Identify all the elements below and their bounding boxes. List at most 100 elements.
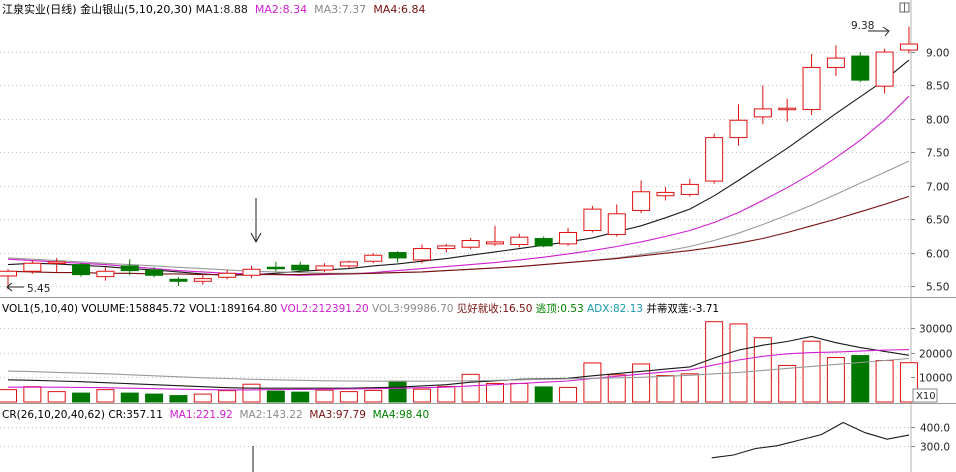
candle-body — [315, 265, 334, 271]
cr-line — [711, 421, 910, 459]
candle-body — [169, 278, 188, 282]
candle-body — [778, 107, 797, 111]
cr-ma4: MA4:98.40 — [373, 409, 430, 421]
vol-vol3: VOL3:99986.70 — [372, 303, 453, 315]
volume-bar — [388, 380, 407, 403]
price-tick-label: 7.50 — [926, 148, 949, 160]
volume-bar — [193, 393, 212, 403]
candle-body — [510, 236, 529, 246]
volume-bar — [169, 395, 188, 403]
volume-bar — [461, 373, 480, 403]
price-tick-label: 5.50 — [926, 282, 949, 294]
volume-ma-lines — [7, 335, 910, 391]
price-tick-label: 6.50 — [926, 215, 949, 227]
price-ma-lines — [7, 59, 910, 276]
volume-ma-line-vol2 — [8, 349, 909, 391]
volume-bar — [851, 355, 870, 403]
price-header: 江泉实业(日线) 金山银山(5,10,20,30) MA1:8.88 MA2:8… — [2, 2, 426, 16]
candle-body — [559, 232, 578, 245]
volume-bar — [437, 385, 456, 403]
volume-tick-label: 20000 — [919, 349, 952, 361]
price-grid — [0, 52, 911, 287]
volume-ma-line-vol3 — [7, 357, 909, 382]
indicator-name: 金山银山(5,10,20,30) — [80, 2, 192, 16]
volume-bar — [510, 382, 529, 403]
volume-bar — [802, 340, 821, 403]
candle-body — [23, 262, 42, 272]
volume-bar — [607, 374, 626, 403]
candle-body — [218, 272, 237, 278]
volume-bar — [96, 389, 115, 403]
ma1-label: MA1:8.88 — [196, 3, 248, 16]
candle-body — [242, 268, 261, 276]
cr-ma1: MA1:221.92 — [170, 409, 233, 421]
volume-tick-labels: 10000 20000 30000 — [911, 324, 952, 385]
marker-arrow-head — [250, 232, 262, 244]
volume-bar — [47, 391, 66, 403]
volume-bar — [583, 362, 602, 403]
cr-lines — [711, 421, 910, 459]
candle-body — [875, 51, 894, 87]
low-annotation: 5.45 — [6, 282, 50, 295]
ma2-label: MA2:8.34 — [255, 3, 307, 16]
volume-bar — [218, 390, 237, 403]
cr-name: CR(26,10,20,40,62) — [2, 409, 105, 421]
candle-body — [583, 208, 602, 232]
price-tick-labels: 5.50 6.00 6.50 7.00 7.50 8.00 8.50 9.00 — [911, 48, 949, 294]
candle-body — [680, 183, 699, 195]
volume-bars — [0, 321, 918, 403]
price-tick-label: 8.50 — [926, 81, 949, 93]
price-tick-label: 7.00 — [926, 182, 949, 194]
candle-body — [145, 269, 164, 276]
vol-t1: 见好就收:16.50 — [457, 302, 533, 315]
ma4-label: MA4:6.84 — [373, 3, 425, 16]
volume-bar — [291, 391, 310, 403]
vol-unit-box — [912, 388, 938, 403]
candle-body — [437, 245, 456, 250]
high-annotation: 9.38 — [851, 20, 890, 37]
cr-tick-label: 400.0 — [920, 423, 950, 435]
volume-tick-label: 30000 — [919, 324, 952, 336]
candle-body — [486, 241, 504, 245]
volume-ma-line-vol1 — [7, 335, 910, 389]
ma3-label: MA3:7.37 — [314, 3, 366, 16]
cr-grid — [0, 427, 911, 447]
volume-bar — [315, 389, 334, 403]
candle-body — [753, 108, 772, 118]
candle-body — [802, 66, 821, 111]
candle-body — [96, 270, 115, 278]
vol-vol2: VOL2:212391.20 — [281, 303, 369, 315]
price-tick-label: 8.00 — [926, 115, 949, 127]
vol-volume: VOLUME:158845.72 — [81, 303, 185, 315]
volume-bar — [266, 390, 285, 403]
vol-t3: ADX:82.13 — [587, 303, 643, 315]
volume-bar — [145, 393, 164, 403]
volume-bar — [778, 364, 797, 403]
candlesticks — [0, 26, 918, 290]
volume-tick-label: 10000 — [919, 373, 952, 385]
volume-bar — [486, 382, 504, 403]
down-arrow-marker — [250, 198, 262, 472]
candle-body — [656, 191, 675, 197]
high-arrow-head — [882, 26, 890, 37]
volume-bar — [412, 388, 431, 403]
volume-bar — [364, 389, 383, 403]
candle-body — [364, 254, 383, 262]
volume-bar — [875, 359, 894, 403]
candle-body — [705, 137, 724, 182]
candle-body — [899, 43, 918, 51]
candle-body — [412, 248, 431, 261]
volume-bar — [705, 321, 724, 403]
volume-bar — [826, 357, 845, 403]
vol-t2: 逃顶:0.53 — [536, 302, 584, 315]
candle-body — [826, 57, 845, 68]
cr-tick-label: 300.0 — [920, 442, 950, 454]
candle-body — [266, 266, 285, 270]
volume-bar — [0, 389, 17, 403]
candle-body — [607, 213, 626, 236]
candle-body — [534, 238, 553, 247]
vol-header: VOL1(5,10,40) VOLUME:158845.72 VOL1:1891… — [2, 302, 719, 315]
candle-body — [0, 270, 17, 277]
candle-body — [388, 252, 407, 259]
